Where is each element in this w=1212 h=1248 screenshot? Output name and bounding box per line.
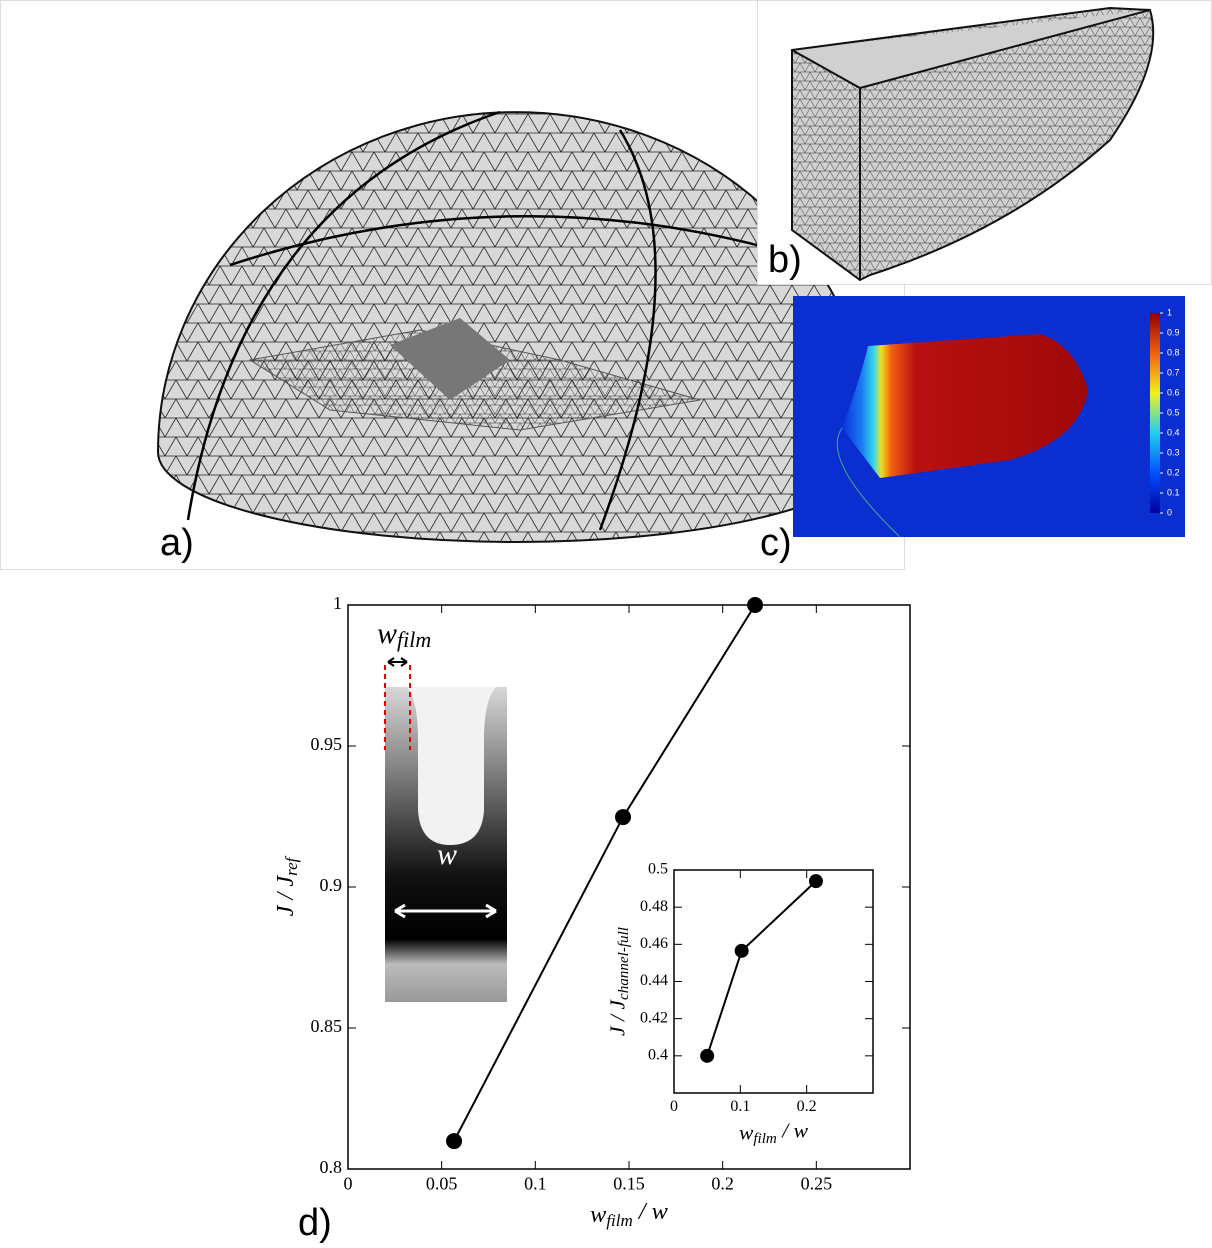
panel-label: c) bbox=[760, 522, 792, 564]
figure: a) b) c) d) 0 0.1 0.2 0.3 0.4 0.5 0.6 0.7 0.8 0.9… bbox=[0, 0, 1212, 1248]
x-tick-label: 0.1 bbox=[524, 1173, 547, 1193]
y-tick-label: 0.4 bbox=[648, 1047, 668, 1064]
y-tick-label: 0.46 bbox=[640, 935, 668, 952]
x-tick-label: 0 bbox=[670, 1098, 678, 1115]
colorbar-label: 0.9 bbox=[1167, 327, 1180, 337]
subscript: film bbox=[606, 1211, 632, 1230]
colorbar-label: 0 bbox=[1167, 507, 1172, 517]
x-tick-label: 0.2 bbox=[797, 1098, 817, 1115]
photo-inset bbox=[385, 658, 507, 1002]
colorbar bbox=[1150, 313, 1160, 513]
y-tick-label: 0.95 bbox=[311, 734, 343, 754]
x-tick-label: 0.05 bbox=[426, 1173, 458, 1193]
label-text: J / J bbox=[271, 875, 298, 917]
x-tick-label: 0.15 bbox=[613, 1173, 645, 1193]
panel-label: a) bbox=[160, 522, 194, 564]
x-tick-label: 0 bbox=[344, 1173, 353, 1193]
subscript: film bbox=[753, 1131, 777, 1147]
colorbar-label: 0.2 bbox=[1167, 467, 1180, 477]
data-point bbox=[735, 944, 749, 958]
annotation: wfilm bbox=[377, 617, 431, 652]
y-tick-label: 0.9 bbox=[320, 875, 343, 895]
label-text: w bbox=[377, 617, 397, 650]
subscript: channel-full bbox=[616, 927, 632, 1000]
axis-label: wfilm / w bbox=[739, 1118, 809, 1147]
colorbar-label: 0.5 bbox=[1167, 407, 1180, 417]
colorbar-label: 0.1 bbox=[1167, 487, 1180, 497]
label-text: / w bbox=[633, 1198, 669, 1225]
panel-label: d) bbox=[298, 1202, 332, 1244]
colorbar-label: 1 bbox=[1167, 307, 1172, 317]
panel-label: b) bbox=[768, 239, 802, 281]
axis-label: J / Jref bbox=[271, 855, 300, 916]
data-point bbox=[747, 597, 763, 613]
arrow bbox=[388, 658, 407, 666]
x-tick-label: 0.25 bbox=[801, 1173, 833, 1193]
data-point bbox=[809, 874, 823, 888]
y-tick-label: 0.48 bbox=[640, 898, 668, 915]
y-tick-label: 0.85 bbox=[311, 1016, 343, 1036]
annotation: w bbox=[437, 838, 457, 871]
axis-label: wfilm / w bbox=[590, 1198, 669, 1230]
colorbar-label: 0.6 bbox=[1167, 387, 1180, 397]
data-point bbox=[700, 1049, 714, 1063]
x-tick-label: 0.1 bbox=[730, 1098, 750, 1115]
subscript: ref bbox=[282, 855, 301, 876]
axis-label: J / Jchannel-full bbox=[606, 927, 633, 1036]
label-text: w bbox=[739, 1121, 754, 1145]
data-point bbox=[446, 1133, 462, 1149]
y-tick-label: 0.42 bbox=[640, 1009, 668, 1026]
y-tick-label: 1 bbox=[333, 593, 342, 613]
colorbar-label: 0.8 bbox=[1167, 347, 1180, 357]
y-tick-label: 0.44 bbox=[640, 972, 668, 989]
y-tick-label: 0.8 bbox=[320, 1157, 343, 1177]
colorbar-label: 0.3 bbox=[1167, 447, 1180, 457]
label-text: w bbox=[590, 1200, 607, 1227]
x-tick-label: 0.2 bbox=[711, 1173, 734, 1193]
colorbar-label: 0.7 bbox=[1167, 367, 1180, 377]
label-text: / w bbox=[777, 1118, 809, 1142]
data-point bbox=[615, 809, 631, 825]
label-text: J / J bbox=[606, 999, 630, 1036]
colorbar-label: 0.4 bbox=[1167, 427, 1180, 437]
y-tick-label: 0.5 bbox=[648, 861, 668, 878]
subscript: film bbox=[397, 627, 431, 652]
